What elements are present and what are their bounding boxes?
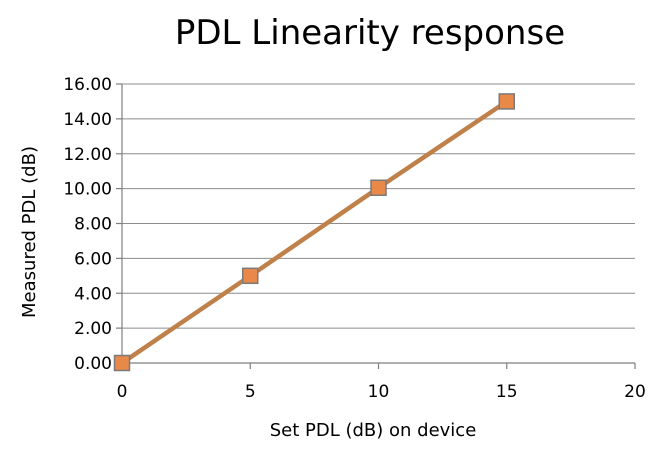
- y-tick-label-1: 2.00: [74, 319, 112, 339]
- y-tick-label-4: 8.00: [74, 215, 112, 235]
- data-point-0-3: [498, 93, 515, 110]
- y-tick-label-2: 4.00: [74, 284, 112, 304]
- y-tick-label-6: 12.00: [63, 145, 112, 165]
- y-tick-label-8: 16.00: [63, 75, 112, 95]
- y-tick-label-7: 14.00: [63, 110, 112, 130]
- grid-lines: [122, 83, 635, 329]
- x-tick-label-0: 0: [117, 382, 128, 402]
- x-axis-label: Set PDL (dB) on device: [270, 420, 477, 441]
- series-line-0: [119, 99, 509, 366]
- data-series: [113, 93, 515, 372]
- x-tick-label-1: 5: [245, 382, 256, 402]
- tick-labels: 0.00 2.00 4.00 6.00 8.00 10.00 12.00 14.00 16.00…: [63, 75, 645, 402]
- y-tick-label-5: 10.00: [63, 180, 112, 200]
- data-point-0-2: [370, 179, 387, 197]
- axes: [116, 83, 636, 369]
- data-point-0-0: [113, 354, 131, 372]
- x-tick-label-2: 10: [368, 382, 390, 402]
- x-tick-label-3: 15: [496, 382, 518, 402]
- y-tick-label-0: 0.00: [74, 354, 112, 374]
- data-point-0-1: [242, 267, 259, 285]
- chart-title: PDL Linearity response: [175, 13, 565, 53]
- y-axis-label: Measured PDL (dB): [19, 146, 40, 318]
- x-tick-label-4: 20: [624, 382, 646, 402]
- y-tick-label-3: 6.00: [74, 249, 112, 269]
